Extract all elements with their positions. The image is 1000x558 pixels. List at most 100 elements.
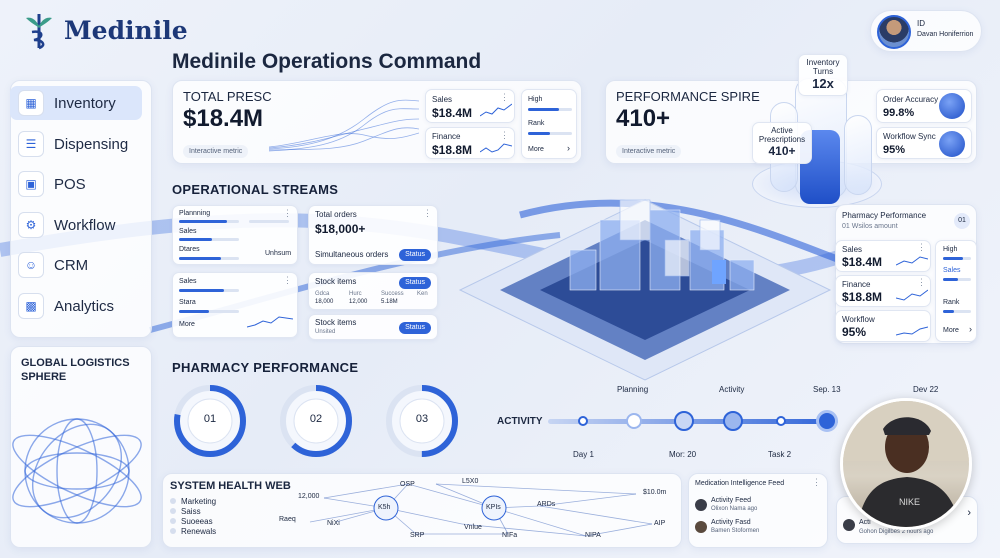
sales-mini-card[interactable]: Sales $18.4M ⋮ xyxy=(425,89,515,123)
total-presc-panel: TOTAL PRESC $18.4M Interactive metric Sa… xyxy=(172,80,582,164)
stock-items-label: Stock items xyxy=(315,318,357,327)
status-button[interactable]: Status xyxy=(399,277,431,289)
ring-label: 03 xyxy=(415,413,429,425)
legend-item: Renewals xyxy=(170,527,216,536)
more-link[interactable]: More xyxy=(943,327,959,334)
health-network-graph[interactable] xyxy=(280,476,680,546)
finance-sparkline xyxy=(896,289,928,301)
pharm-workflow-card[interactable]: Workflow 95% xyxy=(835,310,931,342)
sidebar-item-dispensing[interactable]: ☰ Dispensing xyxy=(10,127,142,161)
node-label: KPIs xyxy=(486,504,501,511)
globe-title-line2: SPHERE xyxy=(21,371,67,383)
ring-gauge-02[interactable]: 02 xyxy=(278,383,354,459)
feed-item[interactable]: Activity Feed Olixon Nama ago xyxy=(695,496,819,518)
ring-gauge-01[interactable]: 01 xyxy=(172,383,248,459)
feed-avatar xyxy=(843,519,855,531)
user-name: Davan Honiferrion xyxy=(917,31,974,38)
dispensing-icon: ☰ xyxy=(18,131,44,157)
timeline-node-activity[interactable] xyxy=(723,411,743,431)
streams-card-sales[interactable]: Sales Stara More ⋮ xyxy=(172,272,298,338)
status-button[interactable]: Status xyxy=(399,249,431,261)
active-prescriptions-callout[interactable]: Active Prescriptions 410+ xyxy=(752,122,812,164)
timeline-node-day1[interactable] xyxy=(578,416,588,426)
user-card[interactable]: ID Davan Honiferrion xyxy=(870,10,982,52)
globe-icon[interactable] xyxy=(11,391,153,547)
pharm-finance-card[interactable]: Finance $18.8M ⋮ xyxy=(835,275,931,307)
active-prescriptions-value: 410+ xyxy=(768,144,796,158)
system-health-title: SYSTEM HEALTH WEB xyxy=(170,480,291,492)
globe-title-line1: GLOBAL LOGISTICS xyxy=(21,357,130,369)
timeline-node-planning[interactable] xyxy=(626,413,642,429)
inventory-turns-callout[interactable]: Inventory Turns 12x xyxy=(798,54,848,96)
high-label: High xyxy=(943,246,958,253)
interactive-metric-tag[interactable]: Interactive metric xyxy=(616,145,682,158)
sales-value: $18.4M xyxy=(842,255,883,269)
finance-mini-card[interactable]: Finance $18.8M ⋮ xyxy=(425,127,515,159)
planning-label: Plannning xyxy=(179,210,211,217)
svg-text:NIKE: NIKE xyxy=(899,497,920,507)
sidebar-item-inventory[interactable]: ▦ Inventory xyxy=(10,86,142,120)
high-label: High xyxy=(528,96,543,103)
rank-label: Rank xyxy=(943,299,960,306)
sidebar-item-label: POS xyxy=(54,175,86,193)
brand-name: Medinile xyxy=(64,15,188,45)
sidebar-item-analytics[interactable]: ▩ Analytics xyxy=(10,289,142,323)
workflow-sync-value: 95% xyxy=(883,144,906,156)
node-label: Raeq xyxy=(279,516,296,523)
node-label: OSP xyxy=(400,481,415,488)
stara-bar xyxy=(179,310,239,313)
sales-bar xyxy=(179,289,239,292)
finance-value: $18.8M xyxy=(842,290,883,304)
legend-label: Marketing xyxy=(181,497,217,506)
accuracy-orb-icon xyxy=(939,93,965,119)
order-accuracy-card[interactable]: Order Accuracy 99.8% xyxy=(876,89,972,123)
feed-avatar xyxy=(695,521,707,533)
more-options-icon[interactable]: ⋮ xyxy=(812,477,821,487)
chevron-right-icon[interactable]: › xyxy=(967,507,971,519)
sidebar-item-pos[interactable]: ▣ POS xyxy=(10,167,142,201)
timeline-label: Dev 22 xyxy=(913,385,939,394)
workflow-sync-card[interactable]: Workflow Sync 95% xyxy=(876,127,972,159)
more-options-icon[interactable]: ⋮ xyxy=(423,208,432,218)
sidebar-item-workflow[interactable]: ⚙ Workflow xyxy=(10,208,142,242)
more-options-icon[interactable]: ⋮ xyxy=(500,130,509,140)
planning-bar xyxy=(179,220,239,223)
sales-side-bar xyxy=(943,278,971,281)
more-options-icon[interactable]: ⋮ xyxy=(917,242,926,252)
streams-card-stock-items-2[interactable]: Stock items Unsited Status xyxy=(308,314,438,340)
ring-gauge-svg xyxy=(174,385,246,457)
timeline-node-mor20[interactable] xyxy=(674,411,694,431)
ring-gauge-03[interactable]: 03 xyxy=(384,383,460,459)
streams-card-stock-items[interactable]: Stock items Status Gdca 18,000 Hurc 12,0… xyxy=(308,272,438,310)
more-options-icon[interactable]: ⋮ xyxy=(917,277,926,287)
more-options-icon[interactable]: ⋮ xyxy=(283,275,292,285)
isometric-hub-illustration[interactable] xyxy=(450,180,840,400)
interactive-metric-tag[interactable]: Interactive metric xyxy=(183,145,249,158)
legend-item: Marketing xyxy=(170,497,216,506)
feed-item[interactable]: Activity Fasd Bamen Stoformen xyxy=(695,518,819,540)
feed-avatar xyxy=(695,499,707,511)
sidebar-item-crm[interactable]: ☺ CRM xyxy=(10,248,142,282)
more-options-icon[interactable]: ⋮ xyxy=(500,92,509,102)
finance-value: $18.8M xyxy=(432,143,473,157)
ring-gauge-svg xyxy=(386,385,458,457)
node-label: ARDs xyxy=(537,501,556,508)
status-button[interactable]: Status xyxy=(399,322,431,334)
chevron-right-icon[interactable]: › xyxy=(567,143,570,153)
timeline-node-sep13[interactable] xyxy=(816,410,838,432)
brand-logo[interactable]: Medinile xyxy=(20,10,188,50)
more-link[interactable]: More xyxy=(528,146,544,153)
dtares-bar xyxy=(179,257,239,260)
ring-label: 02 xyxy=(309,413,323,425)
high-bar xyxy=(943,257,971,260)
feed-item-title: Activity Fasd xyxy=(711,519,751,526)
pharm-sales-card[interactable]: Sales $18.4M ⋮ xyxy=(835,240,931,272)
total-presc-value: $18.4M xyxy=(183,105,264,132)
pharmacy-badge[interactable]: 01 xyxy=(954,213,970,229)
streams-card-planning[interactable]: Plannning Sales Dtares Unhsum ⋮ xyxy=(172,205,298,265)
streams-card-total-orders[interactable]: Total orders $18,000+ Simultaneous order… xyxy=(308,205,438,265)
more-options-icon[interactable]: ⋮ xyxy=(283,208,292,218)
timeline-node-task2[interactable] xyxy=(776,416,786,426)
chevron-right-icon[interactable]: › xyxy=(969,324,972,334)
pharm-side-card: High Sales Rank More › xyxy=(935,240,977,342)
